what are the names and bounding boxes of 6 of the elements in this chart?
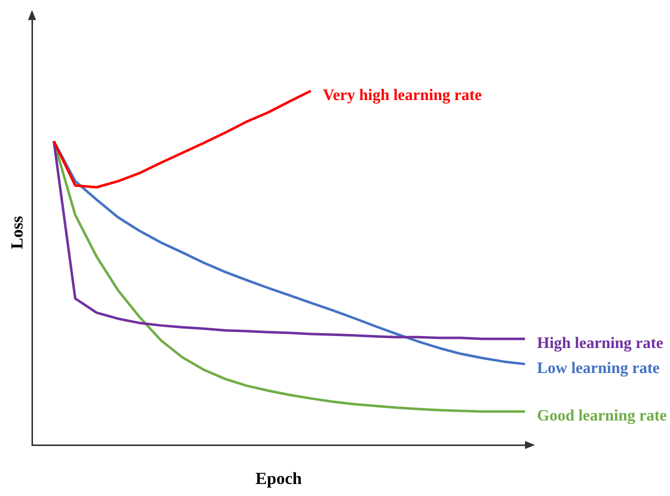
- y-axis-title: Loss: [8, 216, 27, 250]
- series-label: High learning rate: [537, 335, 664, 352]
- series-label: Low learning rate: [537, 360, 660, 378]
- x-axis-title: Epoch: [256, 469, 302, 488]
- series-label: Good learning rate: [537, 408, 667, 425]
- series-label: Very high learning rate: [322, 87, 482, 104]
